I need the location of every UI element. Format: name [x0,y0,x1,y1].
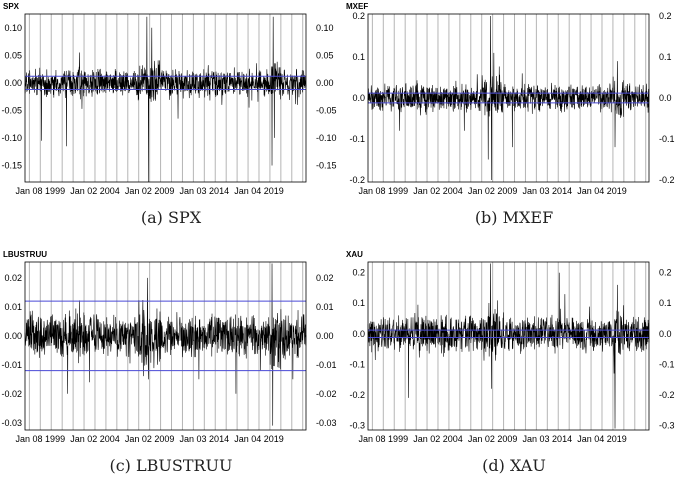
y-tick-label-right: 0.01 [316,302,334,312]
y-tick-label-right: -0.3 [659,420,675,430]
y-tick-label-left: -0.15 [1,160,22,170]
chart-svg: XAU 0.2 0.2 0.1 0.1 0.0 0.0 -0.1 -0.1 -0.2 -0.2 -0.… [346,250,675,444]
x-tick-label: Jan 08 1999 [359,434,409,444]
y-tick-label-right: 0.10 [316,23,334,33]
y-tick-label-left: 0.01 [4,302,22,312]
y-tick-label-left: 0.02 [4,273,22,283]
y-tick-label-right: -0.2 [659,390,675,400]
y-tick-label-right: 0.0 [659,93,672,103]
x-tick-label: Jan 02 2004 [413,434,463,444]
x-tick-label: Jan 04 2019 [234,434,284,444]
x-tick-label: Jan 04 2019 [577,186,627,196]
chart-title: XAU [346,250,363,259]
chart-title: SPX [3,2,20,11]
chart-svg: LBUSTRUU 0.02 0.02 0.01 0.01 0.00 0.00 -0.01 -0.… [1,250,337,444]
x-tick-label: Jan 02 2004 [70,186,120,196]
y-tick-label-left: 0.00 [4,331,22,341]
subfigure-caption: (c) LBUSTRUU [109,456,233,475]
chart-title: MXEF [346,2,368,11]
x-tick-label: Jan 02 2004 [70,434,120,444]
y-tick-label-left: -0.1 [349,134,365,144]
y-tick-label-left: 0.1 [352,52,365,62]
x-tick-label: Jan 02 2009 [468,186,518,196]
series-line [367,263,650,429]
subfigure-caption: (d) XAU [482,456,546,475]
chart-title: LBUSTRUU [3,250,47,259]
plot-frame [367,261,650,431]
y-tick-label-left: -0.03 [1,418,22,428]
x-tick-label: Jan 02 2009 [125,434,175,444]
y-tick-label-right: 0.1 [659,52,672,62]
y-tick-label-left: 0.2 [352,11,365,21]
y-tick-label-right: -0.01 [316,360,337,370]
y-tick-label-left: 0.2 [352,268,365,278]
y-tick-label-left: -0.10 [1,133,22,143]
x-tick-label: Jan 04 2019 [234,186,284,196]
y-tick-label-right: 0.0 [659,329,672,339]
y-tick-label-right: 0.2 [659,11,672,21]
chart-svg: SPX 0.10 0.10 0.05 0.05 0.00 0.00 -0.05 -0.05 -0.… [1,2,337,196]
y-tick-label-left: 0.05 [4,50,22,60]
y-tick-label-right: -0.15 [316,160,337,170]
y-tick-label-right: -0.05 [316,105,337,115]
x-tick-label: Jan 03 2014 [523,434,573,444]
x-tick-label: Jan 02 2004 [413,186,463,196]
x-tick-label: Jan 03 2014 [523,186,573,196]
chart-panel-lbustruu: LBUSTRUU 0.02 0.02 0.01 0.01 0.00 0.00 -0.01 -0.… [0,248,342,495]
plot-frame [24,13,307,183]
y-tick-label-right: -0.1 [659,134,675,144]
subfigure-caption: (a) SPX [140,208,202,227]
y-tick-label-left: 0.0 [352,93,365,103]
y-tick-label-right: 0.05 [316,50,334,60]
y-tick-label-right: 0.2 [659,268,672,278]
y-tick-label-right: -0.2 [659,175,675,185]
y-tick-label-left: 0.10 [4,23,22,33]
y-tick-label-left: -0.3 [349,420,365,430]
x-tick-label: Jan 02 2009 [125,186,175,196]
y-tick-label-left: -0.2 [349,390,365,400]
y-tick-label-right: -0.03 [316,418,337,428]
y-tick-label-right: -0.1 [659,359,675,369]
y-tick-label-right: 0.1 [659,298,672,308]
chart-panel-mxef: MXEF 0.2 0.2 0.1 0.1 0.0 0.0 -0.1 -0.1 -0.2 -0.2 Ja… [343,0,685,247]
y-tick-label-left: 0.1 [352,298,365,308]
series-line [367,16,650,180]
y-tick-label-right: -0.10 [316,133,337,143]
y-tick-label-right: 0.00 [316,331,334,341]
y-tick-label-left: -0.1 [349,359,365,369]
y-tick-label-left: 0.0 [352,329,365,339]
x-tick-label: Jan 08 1999 [359,186,409,196]
chart-panel-spx: SPX 0.10 0.10 0.05 0.05 0.00 0.00 -0.05 -0.05 -0.… [0,0,342,247]
y-tick-label-left: -0.02 [1,389,22,399]
x-tick-label: Jan 04 2019 [577,434,627,444]
x-tick-label: Jan 03 2014 [180,186,230,196]
y-tick-label-right: 0.02 [316,273,334,283]
x-tick-label: Jan 03 2014 [180,434,230,444]
y-tick-label-left: -0.05 [1,105,22,115]
x-tick-label: Jan 08 1999 [16,434,66,444]
x-tick-label: Jan 08 1999 [16,186,66,196]
y-tick-label-right: -0.02 [316,389,337,399]
series-line [24,263,307,426]
subfigure-caption: (b) MXEF [474,208,554,227]
chart-panel-xau: XAU 0.2 0.2 0.1 0.1 0.0 0.0 -0.1 -0.1 -0.2 -0.2 -0.… [343,248,685,495]
y-tick-label-left: -0.01 [1,360,22,370]
x-tick-label: Jan 02 2009 [468,434,518,444]
series-line [24,16,307,183]
y-tick-label-left: 0.00 [4,78,22,88]
plot-frame [24,261,307,431]
y-tick-label-right: 0.00 [316,78,334,88]
plot-frame [367,13,650,183]
y-tick-label-left: -0.2 [349,175,365,185]
